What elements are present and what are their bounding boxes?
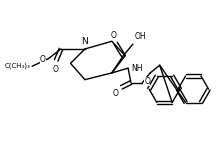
- Text: N: N: [82, 37, 88, 46]
- Text: O: O: [144, 77, 150, 86]
- Text: NH: NH: [131, 64, 142, 73]
- Text: O: O: [113, 89, 118, 98]
- Text: C(CH₃)₃: C(CH₃)₃: [5, 63, 30, 69]
- Text: O: O: [40, 55, 46, 64]
- Text: OH: OH: [135, 32, 146, 41]
- Text: O: O: [52, 65, 58, 74]
- Text: O: O: [111, 31, 117, 40]
